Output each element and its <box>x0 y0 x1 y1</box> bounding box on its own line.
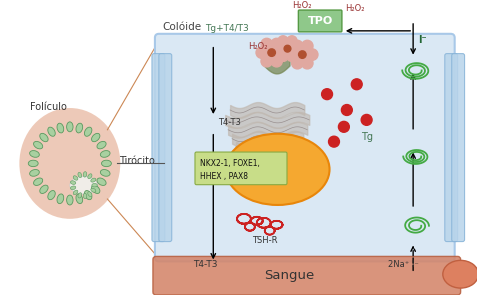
Text: TPO: TPO <box>308 16 333 26</box>
Ellipse shape <box>40 133 48 142</box>
Circle shape <box>256 47 267 58</box>
Circle shape <box>276 47 288 58</box>
Text: Folículo: Folículo <box>30 102 67 112</box>
Ellipse shape <box>443 260 479 288</box>
Ellipse shape <box>83 193 87 199</box>
Ellipse shape <box>91 178 96 182</box>
Ellipse shape <box>92 183 97 187</box>
Text: T4-T3: T4-T3 <box>193 260 218 269</box>
Text: T4-T3: T4-T3 <box>218 118 241 127</box>
Circle shape <box>328 136 339 147</box>
Ellipse shape <box>48 191 55 200</box>
Text: H₂O₂: H₂O₂ <box>248 42 267 51</box>
Ellipse shape <box>57 123 64 133</box>
Ellipse shape <box>57 194 64 204</box>
Ellipse shape <box>226 134 330 205</box>
Circle shape <box>292 40 303 52</box>
Circle shape <box>284 45 291 52</box>
Ellipse shape <box>84 191 92 200</box>
Ellipse shape <box>28 160 38 167</box>
Ellipse shape <box>78 172 82 178</box>
FancyBboxPatch shape <box>152 54 165 242</box>
Circle shape <box>307 49 318 60</box>
Circle shape <box>287 49 298 60</box>
Ellipse shape <box>73 190 78 195</box>
Ellipse shape <box>97 178 106 186</box>
Text: Tg: Tg <box>360 132 372 142</box>
Circle shape <box>261 55 273 67</box>
FancyBboxPatch shape <box>195 152 287 185</box>
Text: TSH-R: TSH-R <box>252 236 277 245</box>
Circle shape <box>274 43 284 54</box>
Ellipse shape <box>88 174 92 179</box>
Ellipse shape <box>19 108 120 219</box>
FancyBboxPatch shape <box>299 10 342 32</box>
Ellipse shape <box>30 170 39 176</box>
Ellipse shape <box>48 127 55 136</box>
Ellipse shape <box>88 192 92 196</box>
Ellipse shape <box>30 150 39 157</box>
Circle shape <box>299 51 306 58</box>
Ellipse shape <box>92 133 100 142</box>
Circle shape <box>341 104 352 115</box>
Ellipse shape <box>70 176 97 194</box>
Ellipse shape <box>83 172 87 177</box>
Circle shape <box>351 79 362 90</box>
Circle shape <box>292 58 303 69</box>
Circle shape <box>338 121 349 132</box>
Ellipse shape <box>73 176 78 180</box>
Text: Colóide: Colóide <box>163 22 202 32</box>
Circle shape <box>287 36 297 46</box>
FancyBboxPatch shape <box>155 34 455 261</box>
Ellipse shape <box>100 170 110 176</box>
Text: Tirócito: Tirócito <box>120 156 155 166</box>
Circle shape <box>322 89 333 100</box>
Ellipse shape <box>67 122 73 132</box>
FancyBboxPatch shape <box>452 54 465 242</box>
Circle shape <box>268 49 276 56</box>
Ellipse shape <box>97 141 106 149</box>
Text: NKX2-1, FOXE1,
HHEX , PAX8: NKX2-1, FOXE1, HHEX , PAX8 <box>201 160 260 181</box>
Ellipse shape <box>84 127 92 136</box>
Ellipse shape <box>76 123 83 133</box>
Text: H₂O₂: H₂O₂ <box>292 1 312 10</box>
Text: Sangue: Sangue <box>264 269 314 282</box>
Circle shape <box>271 55 282 67</box>
Text: H₂O₂: H₂O₂ <box>345 4 364 13</box>
Circle shape <box>278 36 288 46</box>
Circle shape <box>301 40 313 52</box>
Ellipse shape <box>71 181 76 184</box>
Ellipse shape <box>40 185 48 194</box>
Text: I⁻: I⁻ <box>418 35 427 45</box>
Ellipse shape <box>91 188 96 192</box>
Circle shape <box>291 43 301 54</box>
Ellipse shape <box>100 150 110 157</box>
Ellipse shape <box>101 160 111 167</box>
Text: Tg+T4/T3: Tg+T4/T3 <box>205 24 249 33</box>
Ellipse shape <box>78 193 82 198</box>
Ellipse shape <box>34 141 43 149</box>
Ellipse shape <box>71 186 76 190</box>
Circle shape <box>361 114 372 125</box>
FancyBboxPatch shape <box>445 54 457 242</box>
Ellipse shape <box>92 185 100 194</box>
Circle shape <box>287 51 297 62</box>
Circle shape <box>271 38 282 50</box>
FancyBboxPatch shape <box>159 54 172 242</box>
Text: 2Na⁺ I⁻: 2Na⁺ I⁻ <box>388 260 419 269</box>
Ellipse shape <box>76 194 83 204</box>
Circle shape <box>261 38 273 50</box>
Ellipse shape <box>67 195 73 205</box>
FancyBboxPatch shape <box>153 256 461 295</box>
Ellipse shape <box>34 178 43 186</box>
Circle shape <box>301 58 313 69</box>
Circle shape <box>278 51 288 62</box>
